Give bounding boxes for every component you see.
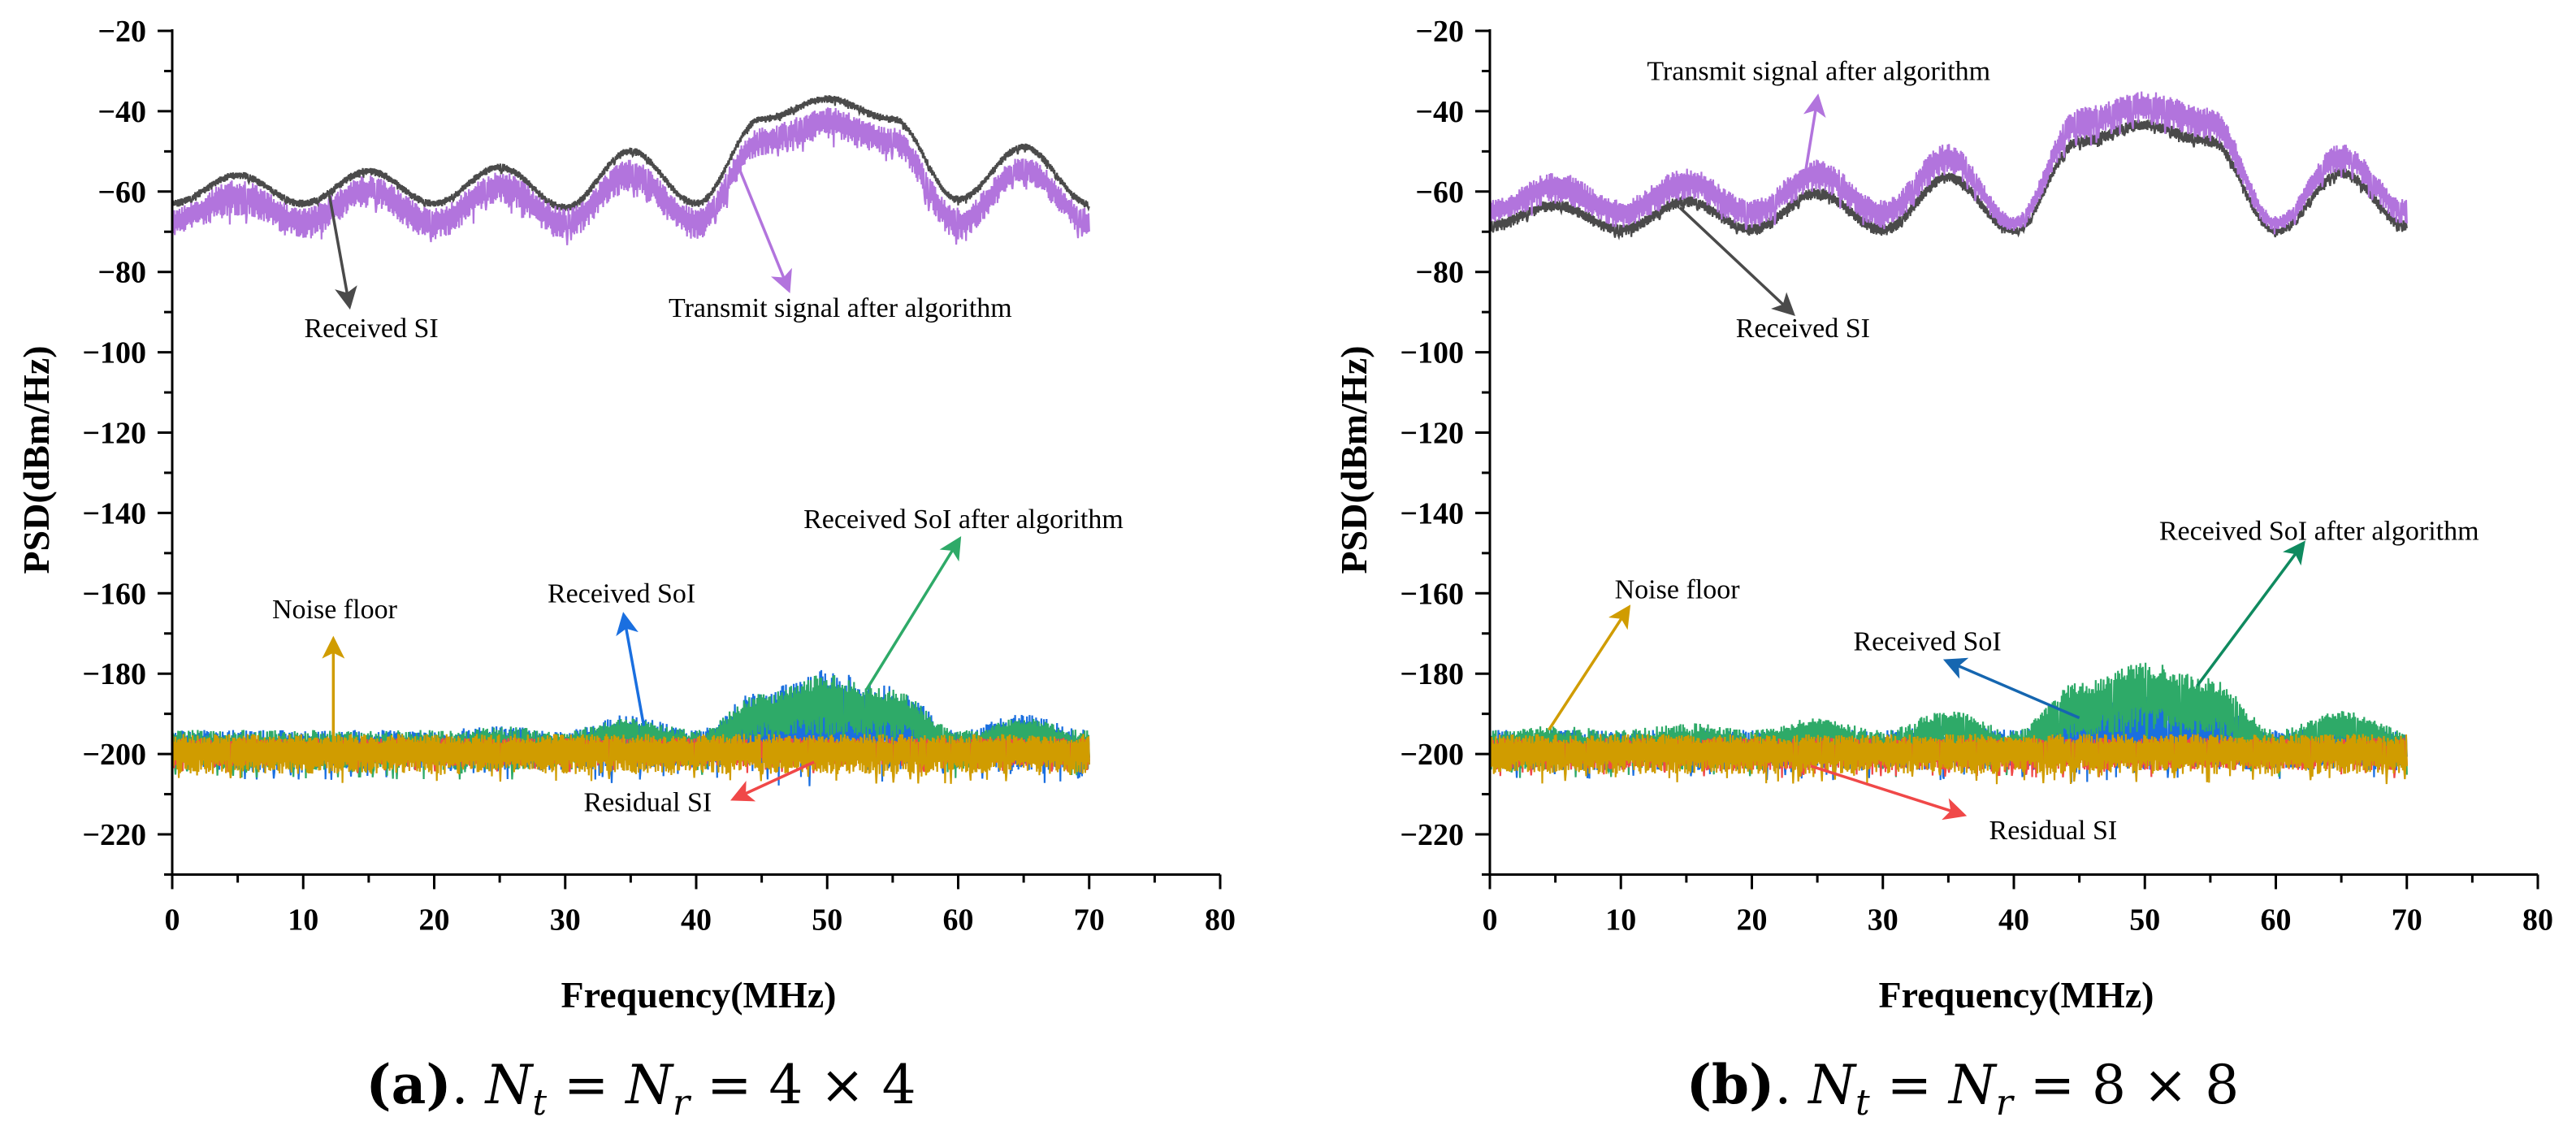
y-tick-label: −20 <box>97 15 146 49</box>
annotation-label: Transmit signal after algorithm <box>1647 56 1990 86</box>
chart-panel-b: −20 −40 −60 −80 −100 −120 −140 −160 −180 −200 −220… <box>1333 15 2553 1124</box>
x-tick-label: 20 <box>1737 903 1768 937</box>
y-tick-label: −120 <box>82 417 146 451</box>
x-tick-label: 60 <box>2261 903 2292 937</box>
x-tick-label: 30 <box>550 903 581 937</box>
annotation-arrow <box>1942 657 2080 720</box>
annotation-label: Residual SI <box>1989 816 2118 846</box>
series-noise-floor <box>1488 734 2408 785</box>
annotation-arrow <box>730 760 815 802</box>
annotation-label: Residual SI <box>583 787 712 817</box>
annotation-label: Received SoI after algorithm <box>803 505 1123 535</box>
x-axis-title: Frequency(MHz) <box>1879 974 2154 1016</box>
series-transmit-signal-after-algorithm <box>171 107 1090 245</box>
caption-dot: . <box>1774 1054 1808 1116</box>
x-tick-label: 40 <box>681 903 712 937</box>
y-axis-title: PSD(dBm/Hz) <box>1333 345 1375 574</box>
chart-panel-a: −20 −40 −60 −80 −100 −120 −140 −160 −180 −200 −220… <box>15 15 1236 1124</box>
caption-equals: = <box>1870 1054 1949 1116</box>
y-tick-label: −200 <box>1400 738 1464 772</box>
annotation-label: Received SI <box>1736 314 1870 344</box>
annotation-label: Received SoI <box>548 578 695 608</box>
caption-symbol-n: N <box>624 1054 674 1116</box>
y-tick-label: −100 <box>82 336 146 370</box>
y-tick-label: −20 <box>1415 15 1464 49</box>
annotation-label: Noise floor <box>1615 574 1741 604</box>
caption-symbol-n: N <box>484 1054 535 1116</box>
annotation-arrow <box>865 536 962 691</box>
caption-subscript-t: t <box>532 1082 547 1124</box>
y-tick-label: −120 <box>1400 417 1464 451</box>
caption-equals: = <box>2013 1054 2092 1116</box>
caption-dot: . <box>452 1054 486 1116</box>
y-tick-label: −60 <box>97 175 146 210</box>
y-tick-label: −40 <box>97 95 146 129</box>
annotation-label: Received SoI <box>1853 627 2001 657</box>
series-noise-floor <box>171 734 1090 784</box>
y-tick-label: −200 <box>82 738 146 772</box>
x-tick-label: 10 <box>288 903 318 937</box>
x-tick-label: 30 <box>1868 903 1898 937</box>
y-tick-label: −220 <box>1400 818 1464 852</box>
y-tick-label: −160 <box>1400 577 1464 611</box>
x-tick-label: 20 <box>419 903 450 937</box>
y-tick-label: −100 <box>1400 336 1464 370</box>
y-tick-label: −220 <box>82 818 146 852</box>
annotation-arrow <box>1678 206 1795 316</box>
x-tick-label: 60 <box>943 903 974 937</box>
x-tick-label: 70 <box>2392 903 2422 937</box>
annotation-label: Received SI <box>304 314 438 344</box>
annotation-label: Transmit signal after algorithm <box>669 293 1012 323</box>
annotation-arrow <box>1810 764 1968 821</box>
y-tick-label: −40 <box>1415 95 1464 129</box>
caption-dimension: 8 × 8 <box>2092 1054 2239 1116</box>
caption-symbol-n: N <box>1807 1054 1857 1116</box>
x-tick-label: 10 <box>1605 903 1636 937</box>
y-tick-label: −60 <box>1415 175 1464 210</box>
y-tick-label: −180 <box>82 657 146 691</box>
x-tick-label: 80 <box>2522 903 2553 937</box>
series-transmit-signal-after-algorithm <box>1488 91 2408 235</box>
x-tick-label: 0 <box>1483 903 1498 937</box>
caption-subscript-r: r <box>1996 1082 2015 1124</box>
annotation-label: Received SoI after algorithm <box>2159 517 2479 547</box>
x-tick-label: 80 <box>1205 903 1236 937</box>
x-tick-label: 40 <box>1998 903 2029 937</box>
caption-equals: = <box>547 1054 626 1116</box>
x-axis-title: Frequency(MHz) <box>561 974 837 1016</box>
annotation-arrow <box>616 612 646 726</box>
caption-label: (a) <box>366 1053 451 1116</box>
annotation-label: Noise floor <box>272 595 398 625</box>
x-tick-label: 0 <box>165 903 180 937</box>
caption-dimension: 4 × 4 <box>768 1054 916 1116</box>
x-tick-label: 70 <box>1074 903 1105 937</box>
y-tick-label: −140 <box>1400 496 1464 531</box>
y-axis-title: PSD(dBm/Hz) <box>15 345 57 574</box>
caption-subscript-t: t <box>1855 1082 1870 1124</box>
y-tick-label: −160 <box>82 577 146 611</box>
annotation-arrow <box>734 158 792 293</box>
y-tick-label: −80 <box>1415 256 1464 290</box>
caption-label: (b) <box>1686 1053 1775 1116</box>
series-received-si <box>171 95 1090 212</box>
panel-caption: (a). Nt = Nr = 4 × 4 <box>366 1053 916 1124</box>
y-tick-label: −180 <box>1400 657 1464 691</box>
caption-symbol-n: N <box>1947 1054 1998 1116</box>
x-tick-label: 50 <box>812 903 842 937</box>
x-tick-label: 50 <box>2129 903 2160 937</box>
y-tick-label: −80 <box>97 256 146 290</box>
annotation-arrow <box>1803 93 1826 180</box>
panel-caption: (b). Nt = Nr = 8 × 8 <box>1686 1053 2240 1124</box>
annotation-arrow <box>327 195 357 310</box>
caption-subscript-r: r <box>673 1082 692 1124</box>
annotation-arrow <box>1548 604 1631 731</box>
y-tick-label: −140 <box>82 496 146 531</box>
annotation-arrow <box>2196 540 2305 687</box>
caption-equals: = <box>690 1054 768 1116</box>
